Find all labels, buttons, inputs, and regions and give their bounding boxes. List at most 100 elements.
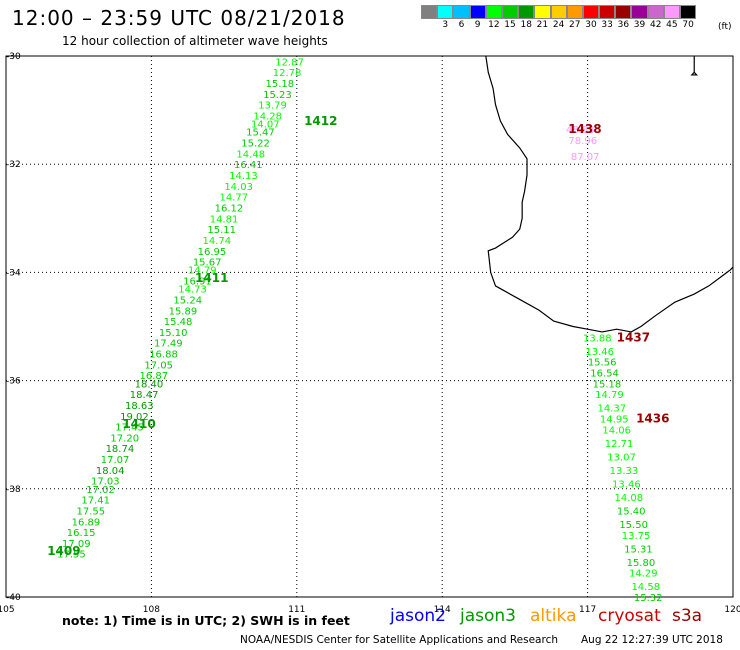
swh-value-jason3: 16.87: [140, 371, 169, 382]
legend-label: 15: [504, 20, 516, 30]
legend-swatch: [485, 5, 502, 19]
swh-value-jason3: 14.74: [203, 236, 232, 247]
swh-value-jason3: 19.02: [120, 412, 149, 423]
lon-tick-label: 108: [143, 605, 160, 615]
swh-value-jason3-east: 15.80: [627, 558, 656, 569]
legend-label: 45: [666, 20, 678, 30]
lat-tick-label: -32: [6, 160, 21, 170]
swh-value-jason3: 17.05: [144, 360, 173, 371]
swh-value-jason3: 18.74: [106, 444, 135, 455]
page-title: 12:00 – 23:59 UTC 08/21/2018: [12, 6, 346, 30]
legend-swatch: [680, 5, 697, 19]
swh-value-jason3-east: 13.46: [612, 479, 641, 490]
swh-value-jason3: 12.87: [275, 57, 304, 68]
legend-label: 24: [552, 20, 565, 30]
swh-value-jason3: 15.23: [263, 90, 292, 101]
swh-value-jason3-east: 14.37: [598, 404, 627, 415]
pass-time-label: 1409: [47, 544, 80, 558]
swh-value-cryosat: 48.83: [566, 125, 595, 136]
swh-value-jason3: 17.02: [86, 485, 115, 496]
footer-note: note: 1) Time is in UTC; 2) SWH is in fe…: [62, 613, 350, 628]
swh-value-jason3-east: 15.40: [617, 506, 646, 517]
lat-tick-label: -34: [6, 268, 21, 278]
legend-swatch: [453, 5, 470, 19]
swh-value-jason3: 14.77: [219, 193, 248, 204]
swh-value-jason3: 14.13: [229, 171, 258, 182]
legend-swatch: [534, 5, 551, 19]
swh-value-jason3-east: 12.71: [605, 439, 634, 450]
swh-value-jason3-east: 13.75: [622, 531, 651, 542]
swh-value-jason3: 15.47: [246, 128, 275, 139]
legend-swatch: [501, 5, 519, 19]
legend-swatch: [469, 5, 486, 19]
swh-value-jason3: 16.15: [67, 528, 96, 539]
legend-label: 42: [649, 20, 662, 30]
swh-value-jason3: 17.09: [62, 539, 91, 550]
swh-value-jason3: 17.07: [101, 455, 130, 466]
swh-value-jason3: 17.45: [115, 423, 144, 434]
legend-label: 18: [520, 20, 532, 30]
legend-swatch: [599, 5, 616, 19]
legend-swatch: [615, 5, 632, 19]
credit-text: NOAA/NESDIS Center for Satellite Applica…: [240, 634, 558, 646]
map-frame: [5, 55, 734, 598]
legend-swatch: [566, 5, 583, 19]
swh-value-jason3: 15.11: [207, 225, 236, 236]
swh-value-jason3-east: 13.46: [585, 347, 614, 358]
swh-value-jason3-east: 15.32: [634, 593, 663, 604]
satellite-label-altika: altika: [530, 606, 577, 626]
legend-unit: (ft): [718, 22, 732, 32]
swh-value-jason3: 16.41: [234, 160, 263, 171]
legend-swatch: [550, 5, 567, 19]
satellite-label-jason2: jason2: [390, 606, 446, 626]
legend-label: 9: [474, 20, 481, 30]
swh-value-cryosat: 87.07: [571, 152, 600, 163]
pass-time-label: 1438: [568, 122, 601, 136]
swh-value-jason3-east: 14.58: [631, 582, 660, 593]
generation-timestamp: Aug 22 12:27:39 UTC 2018: [581, 634, 723, 646]
swh-value-jason3: 14.79: [188, 266, 217, 277]
satellite-label-cryosat: cryosat: [598, 606, 661, 626]
swh-value-jason3-east: 13.07: [607, 452, 636, 463]
swh-value-jason3: 15.48: [164, 317, 193, 328]
swh-value-jason3: 16.12: [215, 203, 244, 214]
legend-label: 12: [488, 20, 500, 30]
legend-label: 27: [569, 20, 581, 30]
color-legend: 3 6 9 12 15 18 21 24 27 30 33 36 39 42 45 70: [421, 5, 697, 30]
swh-value-jason3-east: 14.08: [614, 493, 643, 504]
swh-value-jason3: 16.88: [149, 350, 178, 361]
lon-tick-label: 105: [0, 605, 15, 615]
swh-value-jason3: 14.28: [253, 112, 282, 123]
swh-value-jason3-east: 13.88: [583, 333, 612, 344]
swh-value-jason3: 17.55: [76, 506, 105, 517]
swh-value-jason3-east: 14.79: [595, 390, 624, 401]
lon-tick-label: 111: [288, 605, 305, 615]
swh-value-jason3-east: 14.95: [600, 414, 629, 425]
swh-value-jason3: 17.55: [57, 550, 86, 561]
swh-value-jason3-east: 13.33: [610, 466, 639, 477]
pass-time-label: 1411: [195, 271, 228, 285]
legend-swatch: [518, 5, 535, 19]
legend-label: 33: [601, 20, 613, 30]
pass-time-label: 1410: [122, 417, 155, 431]
swh-value-jason3-east: 14.06: [602, 425, 631, 436]
lon-tick-label: 117: [579, 605, 596, 615]
legend-swatch: [663, 5, 680, 19]
legend-label: 70: [682, 20, 694, 30]
swh-value-jason3: 15.67: [193, 258, 222, 269]
legend-swatch: [421, 5, 438, 19]
swh-value-jason3: 15.24: [173, 295, 202, 306]
lon-tick-label: 120: [724, 605, 740, 615]
lat-tick-label: -40: [6, 593, 21, 603]
swh-value-jason3: 15.89: [169, 306, 198, 317]
swh-value-jason3-east: 14.29: [629, 569, 658, 580]
swh-value-jason3: 13.79: [258, 101, 287, 112]
swh-value-jason3: 14.81: [210, 214, 239, 225]
swh-value-jason3-east: 15.50: [619, 520, 648, 531]
swh-value-jason3: 16.89: [72, 517, 101, 528]
legend-label: 21: [536, 20, 549, 30]
pass-time-label: 1436: [636, 411, 669, 425]
satellite-label-jason3: jason3: [460, 606, 516, 626]
lat-tick-label: -30: [6, 52, 21, 62]
